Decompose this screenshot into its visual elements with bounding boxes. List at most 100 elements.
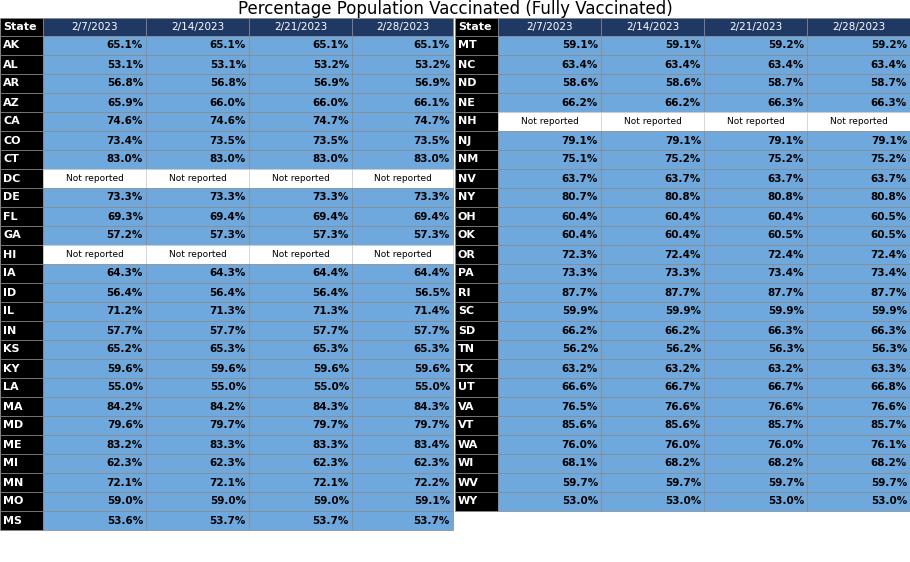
Bar <box>704 435 807 454</box>
Bar <box>146 302 249 321</box>
Bar <box>601 473 704 492</box>
Text: 68.2%: 68.2% <box>768 459 804 469</box>
Text: 73.3%: 73.3% <box>561 269 598 279</box>
Text: 69.4%: 69.4% <box>209 211 246 221</box>
Text: 72.4%: 72.4% <box>871 250 907 260</box>
Bar <box>43 283 146 302</box>
Text: 59.6%: 59.6% <box>210 364 246 374</box>
Bar <box>249 264 352 283</box>
Text: DC: DC <box>3 174 20 184</box>
Bar <box>43 150 146 169</box>
Bar <box>498 55 601 74</box>
Bar <box>249 74 352 93</box>
Text: HI: HI <box>3 250 16 260</box>
Bar <box>249 340 352 359</box>
Text: 2/21/2023: 2/21/2023 <box>274 22 327 32</box>
Bar <box>807 454 910 473</box>
Bar <box>146 245 249 264</box>
Bar <box>249 283 352 302</box>
Bar <box>704 169 807 188</box>
Text: 53.1%: 53.1% <box>209 60 246 70</box>
Bar <box>352 359 453 378</box>
Bar <box>352 18 453 36</box>
Bar <box>0 321 43 340</box>
Bar <box>146 435 249 454</box>
Text: 83.3%: 83.3% <box>313 439 349 450</box>
Text: 59.0%: 59.0% <box>106 496 143 506</box>
Text: 53.2%: 53.2% <box>313 60 349 70</box>
Bar <box>43 245 146 264</box>
Text: 72.1%: 72.1% <box>313 478 349 487</box>
Text: 53.7%: 53.7% <box>414 515 450 525</box>
Text: 66.1%: 66.1% <box>414 97 450 107</box>
Text: 79.1%: 79.1% <box>561 135 598 146</box>
Bar <box>249 435 352 454</box>
Bar <box>352 397 453 416</box>
Text: 79.7%: 79.7% <box>313 420 349 430</box>
Text: 66.6%: 66.6% <box>561 383 598 392</box>
Bar <box>807 359 910 378</box>
Bar <box>352 150 453 169</box>
Text: 64.4%: 64.4% <box>413 269 450 279</box>
Bar <box>43 397 146 416</box>
Bar <box>249 359 352 378</box>
Bar <box>249 397 352 416</box>
Text: 79.1%: 79.1% <box>871 135 907 146</box>
Text: 83.2%: 83.2% <box>106 439 143 450</box>
Bar <box>704 473 807 492</box>
Bar <box>704 36 807 55</box>
Bar <box>601 93 704 112</box>
Text: 58.7%: 58.7% <box>871 79 907 88</box>
Bar <box>704 245 807 264</box>
Bar <box>352 511 453 530</box>
Text: 59.1%: 59.1% <box>414 496 450 506</box>
Text: 63.4%: 63.4% <box>561 60 598 70</box>
Bar <box>146 188 249 207</box>
Bar <box>455 226 498 245</box>
Bar <box>43 74 146 93</box>
Text: NV: NV <box>458 174 476 184</box>
Text: NY: NY <box>458 193 475 202</box>
Text: 59.1%: 59.1% <box>665 40 701 51</box>
Bar <box>249 18 352 36</box>
Text: 63.4%: 63.4% <box>768 60 804 70</box>
Text: 66.2%: 66.2% <box>561 97 598 107</box>
Bar <box>146 169 249 188</box>
Bar <box>601 55 704 74</box>
Text: 58.7%: 58.7% <box>768 79 804 88</box>
Bar <box>704 18 807 36</box>
Text: 56.4%: 56.4% <box>313 288 349 297</box>
Bar <box>498 131 601 150</box>
Bar <box>0 264 43 283</box>
Text: 76.0%: 76.0% <box>664 439 701 450</box>
Bar <box>43 454 146 473</box>
Bar <box>807 321 910 340</box>
Bar <box>704 226 807 245</box>
Text: 72.2%: 72.2% <box>414 478 450 487</box>
Bar <box>601 18 704 36</box>
Text: 56.3%: 56.3% <box>768 345 804 355</box>
Text: Not reported: Not reported <box>66 250 124 259</box>
Text: 63.7%: 63.7% <box>768 174 804 184</box>
Text: NM: NM <box>458 155 479 165</box>
Bar <box>146 416 249 435</box>
Text: 59.6%: 59.6% <box>106 364 143 374</box>
Text: 83.0%: 83.0% <box>106 155 143 165</box>
Bar <box>498 340 601 359</box>
Bar <box>807 302 910 321</box>
Bar <box>455 112 498 131</box>
Text: 73.5%: 73.5% <box>313 135 349 146</box>
Text: 75.1%: 75.1% <box>561 155 598 165</box>
Bar <box>352 188 453 207</box>
Text: 73.5%: 73.5% <box>209 135 246 146</box>
Bar <box>43 492 146 511</box>
Text: 59.6%: 59.6% <box>313 364 349 374</box>
Text: 2/7/2023: 2/7/2023 <box>526 22 572 32</box>
Text: 66.7%: 66.7% <box>768 383 804 392</box>
Bar <box>249 302 352 321</box>
Text: 66.0%: 66.0% <box>313 97 349 107</box>
Bar <box>352 245 453 264</box>
Bar <box>498 93 601 112</box>
Bar <box>704 283 807 302</box>
Text: 63.3%: 63.3% <box>871 364 907 374</box>
